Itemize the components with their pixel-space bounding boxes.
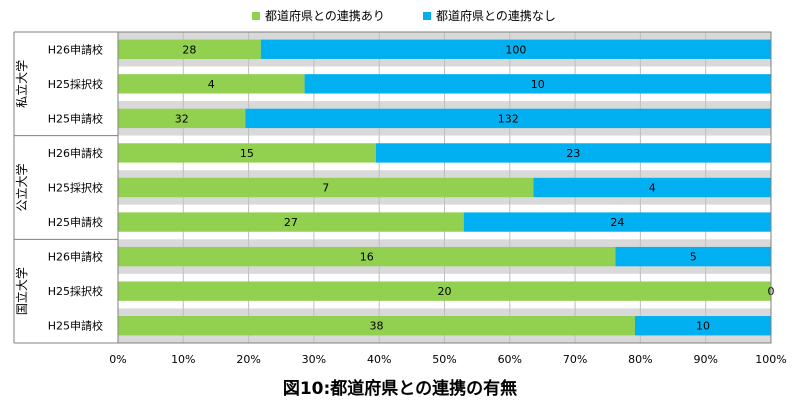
x-tick-label: 10% bbox=[171, 353, 195, 366]
bar-segment-with-link bbox=[118, 281, 771, 301]
bar-segment-with-link bbox=[118, 143, 376, 163]
legend-label: 都道府県との連携なし bbox=[436, 8, 556, 23]
x-tick-label: 40% bbox=[367, 353, 391, 366]
row-label: H25採択校 bbox=[48, 77, 103, 91]
x-tick-label: 50% bbox=[432, 353, 456, 366]
row-label: H25申請校 bbox=[48, 215, 103, 229]
bar-segment-with-link bbox=[118, 108, 246, 129]
plot-border bbox=[117, 31, 772, 344]
bar-segment-with-link bbox=[118, 177, 534, 198]
bar-segment-without-link bbox=[634, 316, 771, 336]
data-label: 5 bbox=[690, 251, 697, 264]
row-label: H26申請校 bbox=[48, 250, 103, 264]
bar-segment-with-link bbox=[118, 74, 305, 94]
figure-caption: 図10:都道府県との連携の有無 bbox=[282, 379, 518, 399]
row-label: H26申請校 bbox=[48, 146, 103, 160]
x-tick-label: 0% bbox=[109, 353, 126, 366]
row-label: H25採択校 bbox=[48, 181, 103, 195]
data-label: 28 bbox=[182, 43, 196, 56]
bar-segment-with-link bbox=[118, 316, 635, 336]
x-tick-label: 80% bbox=[628, 353, 652, 366]
data-label: 4 bbox=[208, 78, 215, 91]
y-axis-labels: H26申請校 H25採択校 H25申請校 H26申請校 H25採択校 H25申請校 H26申… bbox=[13, 31, 118, 344]
row-label: H25申請校 bbox=[48, 111, 103, 125]
bar-segment-without-link bbox=[375, 143, 771, 163]
data-label: 7 bbox=[322, 182, 329, 195]
group-label: 公立大学 bbox=[14, 163, 29, 211]
data-label: 16 bbox=[360, 251, 374, 264]
bar-segment-with-link bbox=[118, 212, 464, 232]
legend-label: 都道府県との連携あり bbox=[265, 8, 385, 23]
row-label: H25採択校 bbox=[48, 284, 103, 298]
data-label: 132 bbox=[498, 112, 519, 125]
row-label: H25申請校 bbox=[48, 319, 103, 333]
bar-segment-without-link bbox=[615, 246, 771, 267]
group-label: 私立大学 bbox=[14, 60, 29, 108]
x-tick-label: 20% bbox=[236, 353, 260, 366]
data-label: 23 bbox=[566, 147, 580, 160]
legend-swatch bbox=[423, 12, 431, 20]
data-label: 27 bbox=[284, 216, 298, 229]
legend: 都道府県との連携あり 都道府県との連携なし bbox=[252, 8, 556, 23]
data-label: 10 bbox=[696, 320, 710, 333]
x-axis-labels: 0% 10% 20% 30% 40% 50% 60% 70% 80% 90% 100% bbox=[109, 353, 786, 366]
data-label: 4 bbox=[649, 182, 656, 195]
x-tick-label: 70% bbox=[563, 353, 587, 366]
data-label: 20 bbox=[438, 285, 452, 298]
bar-segment-with-link bbox=[118, 39, 261, 59]
data-label: 24 bbox=[610, 216, 624, 229]
legend-swatch bbox=[252, 12, 260, 20]
row-label: H26申請校 bbox=[48, 42, 103, 56]
x-tick-label: 30% bbox=[302, 353, 326, 366]
data-label: 38 bbox=[369, 320, 383, 333]
bar-segment-without-link bbox=[304, 74, 771, 94]
x-tick-label: 90% bbox=[693, 353, 717, 366]
x-tick-label: 100% bbox=[755, 353, 786, 366]
data-label: 100 bbox=[505, 43, 526, 56]
data-label: 32 bbox=[175, 112, 189, 125]
bar-segment-without-link bbox=[463, 212, 771, 232]
bar-segment-without-link bbox=[260, 39, 771, 59]
data-label: 15 bbox=[240, 147, 254, 160]
data-label: 10 bbox=[531, 78, 545, 91]
bar-segment-without-link bbox=[533, 177, 771, 198]
group-label: 国立大学 bbox=[14, 267, 29, 315]
bar-segment-with-link bbox=[118, 246, 616, 267]
x-tick-label: 60% bbox=[498, 353, 522, 366]
bar-segment-without-link bbox=[245, 108, 772, 129]
